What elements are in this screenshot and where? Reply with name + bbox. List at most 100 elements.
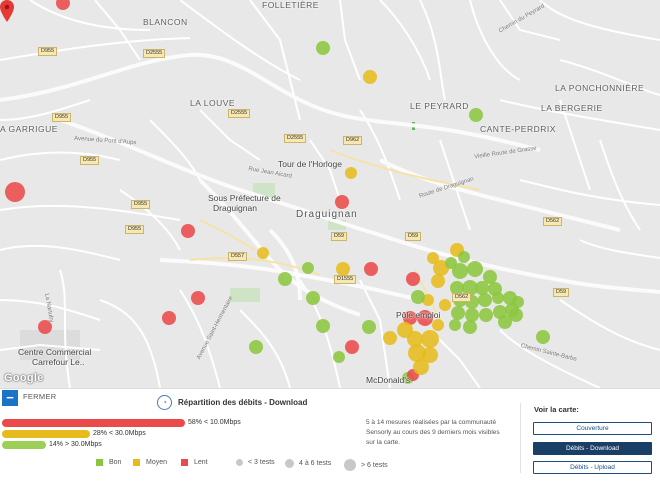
panel-description: 5 à 14 mesures réalisées par la communau… [366,419,500,446]
measurement-dot[interactable] [432,319,444,331]
measurement-dot[interactable] [433,260,449,276]
measurement-dot[interactable] [38,320,52,334]
measurement-dot[interactable] [452,263,468,279]
place-label-cante-perdrix: CANTE-PERDRIX [480,124,556,134]
measurement-dot[interactable] [483,270,497,284]
measurement-dot[interactable] [333,351,345,363]
measurement-dot[interactable] [467,261,483,277]
legend-swatch-moyen [133,459,140,466]
measurement-dot[interactable] [316,319,330,333]
map-canvas[interactable] [0,0,660,388]
measurement-dot[interactable] [411,290,425,304]
measurement-dot[interactable] [191,291,205,305]
measurement-dot[interactable] [458,251,470,263]
measurement-dot[interactable] [422,347,438,363]
coverage-button[interactable]: Couverture [533,422,652,435]
measurement-dot[interactable] [5,182,25,202]
road-badge: D557 [228,252,248,261]
measurement-dot[interactable] [181,224,195,238]
measurement-dot[interactable] [469,108,483,122]
legend-swatch-lent [181,459,188,466]
measurement-dot[interactable] [345,167,357,179]
road-badge: D2555 [143,49,166,58]
measurement-dot[interactable] [475,281,489,295]
measurement-dot[interactable] [345,340,359,354]
close-label[interactable]: FERMER [23,392,57,401]
poi-sous-prefecture-line2[interactable]: Draguignan [213,203,257,213]
poi-centre-commercial-line1[interactable]: Centre Commercial [18,347,92,357]
measurement-dot[interactable] [335,195,349,209]
measurement-dot[interactable] [479,308,493,322]
road-badge: D955 [52,113,72,122]
measurement-dot[interactable] [451,306,465,320]
measurement-dot[interactable] [383,331,397,345]
measurement-dot[interactable] [316,41,330,55]
measurement-dot[interactable] [364,262,378,276]
measurement-dot[interactable] [56,0,70,10]
measurement-dot[interactable] [302,262,314,274]
poi-centre-commercial-line2[interactable]: Carrefour Le.. [32,357,85,367]
measurement-dot[interactable] [478,293,492,307]
poi-sous-prefecture-line1[interactable]: Sous Préfecture de [208,193,281,203]
road-badge: D955 [131,200,151,209]
road-badge: D955 [125,225,145,234]
speedometer-icon: ◔ [157,395,172,410]
legend-swatch-bon [96,459,103,466]
measurement-dot[interactable] [431,274,445,288]
measurement-dot[interactable] [403,311,417,325]
poi-mcdonalds[interactable]: McDonald's [366,375,411,385]
legend-dot-small [236,459,243,466]
poi-pole-emploi[interactable]: Pôle emploi [396,310,441,320]
measurement-dot[interactable] [509,308,523,322]
road-badge: D59 [405,232,422,241]
download-speed-button[interactable]: Débits - Download [533,442,652,455]
legend-label-4to6: 4 à 6 tests [299,460,332,467]
road-badge: D955 [80,156,100,165]
measurement-dot[interactable] [465,308,479,322]
measurement-dot[interactable] [450,281,464,295]
measurement-dot[interactable] [257,247,269,259]
town-label-draguignan: Draguignan [296,209,358,220]
measurement-dot[interactable] [463,320,477,334]
measurement-dot[interactable] [397,322,413,338]
legend-label-gt6: > 6 tests [361,461,388,469]
measurement-dot[interactable] [492,292,504,304]
measurement-dot[interactable] [462,280,478,296]
measurement-dot[interactable] [336,262,350,276]
measurement-dot[interactable] [306,291,320,305]
measurement-dot[interactable] [417,310,433,326]
measurement-dot[interactable] [498,315,512,329]
measurement-dot[interactable] [278,272,292,286]
measurement-dot[interactable] [362,320,376,334]
panel-divider [520,403,521,473]
measurement-dot[interactable] [445,257,457,269]
legend-lt3: < 3 tests [236,459,275,466]
minor-streets [0,0,660,388]
road-badge: D1555 [334,275,357,284]
bar-fast [2,441,46,449]
measurement-dot[interactable] [536,330,550,344]
measurement-dot[interactable] [449,319,461,331]
measurement-dot[interactable] [406,272,420,286]
measurement-dot[interactable] [363,70,377,84]
road-badge: D962 [343,136,363,145]
measurement-dot[interactable] [413,359,429,375]
legend-dot-large [344,459,356,471]
close-panel-button[interactable]: − [2,390,18,406]
measurement-dot[interactable] [421,330,439,348]
measurement-dot[interactable] [162,311,176,325]
road-badge: D562 [452,293,472,302]
poi-tour-horloge[interactable]: Tour de l'Horloge [278,159,342,169]
location-pin-icon[interactable] [0,0,14,22]
measurement-dots[interactable] [5,0,550,384]
upload-speed-button[interactable]: Débits - Upload [533,461,652,474]
measurement-dot[interactable] [512,296,524,308]
place-label-la-bergerie: LA BERGERIE [541,103,603,113]
measurement-dot[interactable] [427,252,439,264]
view-map-heading: Voir la carte: [534,405,579,414]
google-logo: Google [4,372,44,384]
map-view[interactable]: BLANCON FOLLETIÈRE LA PONCHONNIÈRE LA LO… [0,0,660,388]
measurement-dot[interactable] [439,299,451,311]
measurement-dot[interactable] [408,344,426,362]
measurement-dot[interactable] [249,340,263,354]
